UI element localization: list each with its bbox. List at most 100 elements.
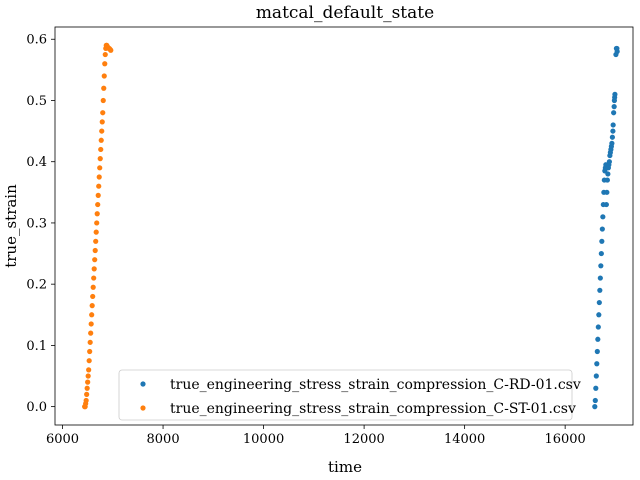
data-point	[90, 293, 96, 300]
data-point	[91, 275, 97, 281]
data-point	[89, 312, 95, 318]
plot-area	[54, 26, 634, 426]
data-point	[86, 367, 92, 373]
x-axis-label: time	[328, 458, 362, 476]
data-point	[94, 220, 100, 226]
data-point	[88, 330, 94, 336]
data-point	[87, 348, 93, 355]
data-point	[100, 110, 106, 116]
y-tick-label: 0.4	[26, 155, 47, 170]
data-point	[85, 373, 91, 379]
data-point	[99, 119, 105, 125]
data-point	[603, 201, 609, 208]
data-point	[604, 177, 610, 183]
y-tick-label: 0.6	[26, 33, 47, 48]
data-point	[101, 85, 107, 91]
data-point	[92, 257, 98, 263]
data-point	[108, 47, 114, 53]
legend-label-series-1: true_engineering_stress_strain_compressi…	[170, 377, 581, 393]
data-point	[610, 122, 616, 128]
data-point	[84, 391, 90, 397]
y-tick-label: 0.2	[26, 278, 47, 293]
x-tick-label: 12000	[343, 432, 384, 447]
data-point	[611, 104, 617, 110]
x-tick-label: 14000	[444, 432, 485, 447]
data-point	[597, 287, 603, 293]
data-point	[592, 404, 598, 410]
data-point	[95, 192, 101, 198]
data-point	[614, 48, 620, 55]
data-point	[592, 397, 598, 404]
data-point	[98, 146, 104, 153]
data-point	[101, 73, 107, 79]
data-point	[97, 165, 103, 171]
data-point	[600, 214, 606, 220]
data-point	[88, 321, 94, 327]
data-point	[599, 226, 605, 232]
data-point	[83, 397, 89, 404]
data-point	[99, 128, 105, 134]
data-point	[596, 312, 602, 318]
data-point	[595, 336, 601, 342]
x-tick-label: 6000	[46, 432, 79, 447]
data-point	[89, 303, 95, 309]
data-point	[87, 339, 93, 345]
data-point	[599, 238, 605, 244]
legend-marker-series-2	[140, 405, 146, 411]
x-axis-ticks: 6000 8000 10000 12000 14000 16000	[46, 425, 586, 447]
x-tick-label: 10000	[243, 432, 284, 447]
y-axis-ticks: 0.0 0.1 0.2 0.3 0.4 0.5 0.6	[26, 33, 55, 415]
x-tick-label: 8000	[147, 432, 180, 447]
plot-frame	[54, 26, 634, 426]
legend-marker-series-1	[140, 381, 146, 387]
series-layer	[82, 42, 620, 410]
data-point	[594, 348, 600, 355]
data-point	[596, 299, 602, 306]
data-point	[598, 250, 604, 257]
data-point	[102, 51, 108, 58]
data-point	[97, 156, 103, 162]
x-tick-label: 16000	[544, 432, 585, 447]
data-point	[96, 174, 102, 180]
data-point	[95, 201, 101, 208]
data-point	[96, 183, 102, 189]
data-point	[598, 263, 604, 269]
data-point	[93, 238, 99, 244]
y-tick-label: 0.0	[26, 400, 47, 415]
series-1-points	[592, 45, 620, 410]
y-tick-label: 0.5	[26, 94, 47, 109]
data-point	[593, 385, 599, 391]
data-point	[611, 110, 617, 116]
y-tick-label: 0.3	[26, 216, 47, 231]
legend: true_engineering_stress_strain_compressi…	[118, 369, 581, 421]
data-point	[100, 97, 106, 104]
y-axis-label: true_strain	[2, 184, 20, 268]
data-point	[595, 324, 601, 330]
data-point	[91, 266, 97, 272]
data-point	[609, 140, 615, 146]
data-point	[90, 284, 96, 290]
data-point	[86, 358, 92, 364]
data-point	[93, 229, 99, 235]
data-point	[98, 137, 104, 143]
data-point	[94, 211, 100, 217]
data-point	[605, 171, 611, 177]
data-point	[609, 134, 615, 140]
series-2-points	[82, 42, 114, 410]
data-point	[92, 247, 98, 254]
data-point	[593, 373, 599, 379]
data-point	[84, 385, 90, 391]
data-point	[612, 91, 618, 97]
data-point	[597, 275, 603, 281]
legend-label-series-2: true_engineering_stress_strain_compressi…	[170, 401, 576, 417]
data-point	[594, 361, 600, 367]
data-point	[102, 61, 108, 67]
data-point	[606, 159, 612, 165]
y-tick-label: 0.1	[26, 339, 47, 354]
data-point	[604, 189, 610, 195]
chart-title: matcal_default_state	[256, 3, 434, 23]
legend-box	[118, 369, 573, 421]
data-point	[85, 379, 91, 385]
data-point	[610, 128, 616, 134]
